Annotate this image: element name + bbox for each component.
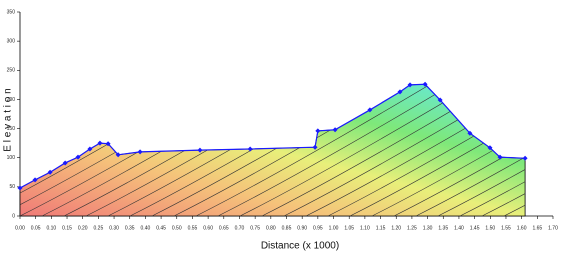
x-tick-label: 1.40 — [454, 225, 464, 231]
x-tick-label: 1.50 — [485, 225, 495, 231]
x-tick-label: 1.70 — [548, 225, 558, 231]
profile-point — [62, 160, 68, 166]
x-tick-label: 0.60 — [203, 225, 213, 231]
y-tick-label: 150 — [7, 126, 16, 132]
x-tick-label: 1.25 — [407, 225, 417, 231]
x-tick-label: 0.40 — [141, 225, 151, 231]
profile-point — [467, 130, 473, 136]
profile-point — [137, 149, 143, 155]
x-tick-label: 1.60 — [517, 225, 527, 231]
x-tick-label: 0.75 — [250, 225, 260, 231]
profile-point — [115, 152, 121, 158]
profile-point — [522, 155, 528, 161]
x-tick-label: 0.50 — [172, 225, 182, 231]
profile-point — [105, 141, 111, 147]
profile-line — [19, 83, 526, 189]
profile-point — [367, 107, 373, 113]
profile-point — [47, 169, 53, 175]
contour-line — [239, 84, 526, 216]
y-tick-label: 0 — [12, 213, 15, 219]
profile-point — [32, 177, 38, 183]
x-tick-label: 1.20 — [391, 225, 401, 231]
x-tick-label: 1.15 — [376, 225, 386, 231]
y-tick-label: 100 — [7, 155, 16, 161]
contour-line — [261, 84, 526, 216]
y-tick-label: 300 — [7, 38, 16, 44]
x-tick-label: 0.55 — [188, 225, 198, 231]
profile-point — [247, 146, 253, 152]
profile-point — [437, 97, 443, 103]
x-tick-label: 0.90 — [297, 225, 307, 231]
contour-line — [481, 84, 526, 216]
x-tick-label: 1.45 — [470, 225, 480, 231]
y-tick-label: 200 — [7, 97, 16, 103]
contour-line — [415, 84, 526, 216]
profile-point — [97, 140, 103, 146]
profile-point — [332, 127, 338, 133]
x-tick-label: 0.15 — [62, 225, 72, 231]
x-tick-label: 0.25 — [94, 225, 104, 231]
profile-point — [87, 146, 93, 152]
profile-point — [312, 144, 318, 150]
contour-line — [526, 0, 561, 216]
y-tick-label: 250 — [7, 68, 16, 74]
y-tick-label: 350 — [7, 9, 16, 15]
profile-point — [75, 154, 81, 160]
x-tick-label: 1.35 — [438, 225, 448, 231]
x-tick-label: 1.10 — [360, 225, 370, 231]
contour-line — [459, 84, 526, 216]
contour-line — [283, 84, 526, 216]
x-tick-label: 0.35 — [125, 225, 135, 231]
contour-line — [393, 84, 526, 216]
profile-point — [487, 145, 493, 151]
x-axis-title: Distance (x 1000) — [261, 241, 339, 252]
x-tick-label: 1.65 — [532, 225, 542, 231]
profile-point — [17, 185, 23, 191]
x-tick-label: 1.30 — [423, 225, 433, 231]
profile-point — [497, 154, 503, 160]
x-tick-label: 0.05 — [31, 225, 41, 231]
contour-line — [195, 84, 526, 216]
x-tick-label: 0.20 — [78, 225, 88, 231]
x-tick-label: 0.45 — [156, 225, 166, 231]
y-axis-title: E l e v a t i o n — [3, 88, 14, 151]
x-tick-label: 0.95 — [313, 225, 323, 231]
x-tick-label: 1.00 — [329, 225, 339, 231]
x-tick-label: 0.65 — [219, 225, 229, 231]
y-tick-label: 50 — [9, 184, 15, 190]
profile-point — [407, 82, 413, 88]
contour-line — [217, 84, 526, 216]
x-tick-label: 0.10 — [46, 225, 56, 231]
x-tick-label: 0.30 — [109, 225, 119, 231]
x-tick-label: 1.05 — [344, 225, 354, 231]
profile-point — [197, 147, 203, 153]
contour-line — [548, 0, 561, 216]
x-tick-label: 0.00 — [15, 225, 25, 231]
x-tick-label: 0.85 — [282, 225, 292, 231]
x-tick-label: 0.70 — [235, 225, 245, 231]
x-tick-label: 0.80 — [266, 225, 276, 231]
x-tick-label: 1.55 — [501, 225, 511, 231]
profile-point — [422, 81, 428, 87]
profile-point — [315, 128, 321, 134]
contour-line — [437, 84, 526, 216]
profile-point — [397, 89, 403, 95]
contour-line — [371, 84, 526, 216]
